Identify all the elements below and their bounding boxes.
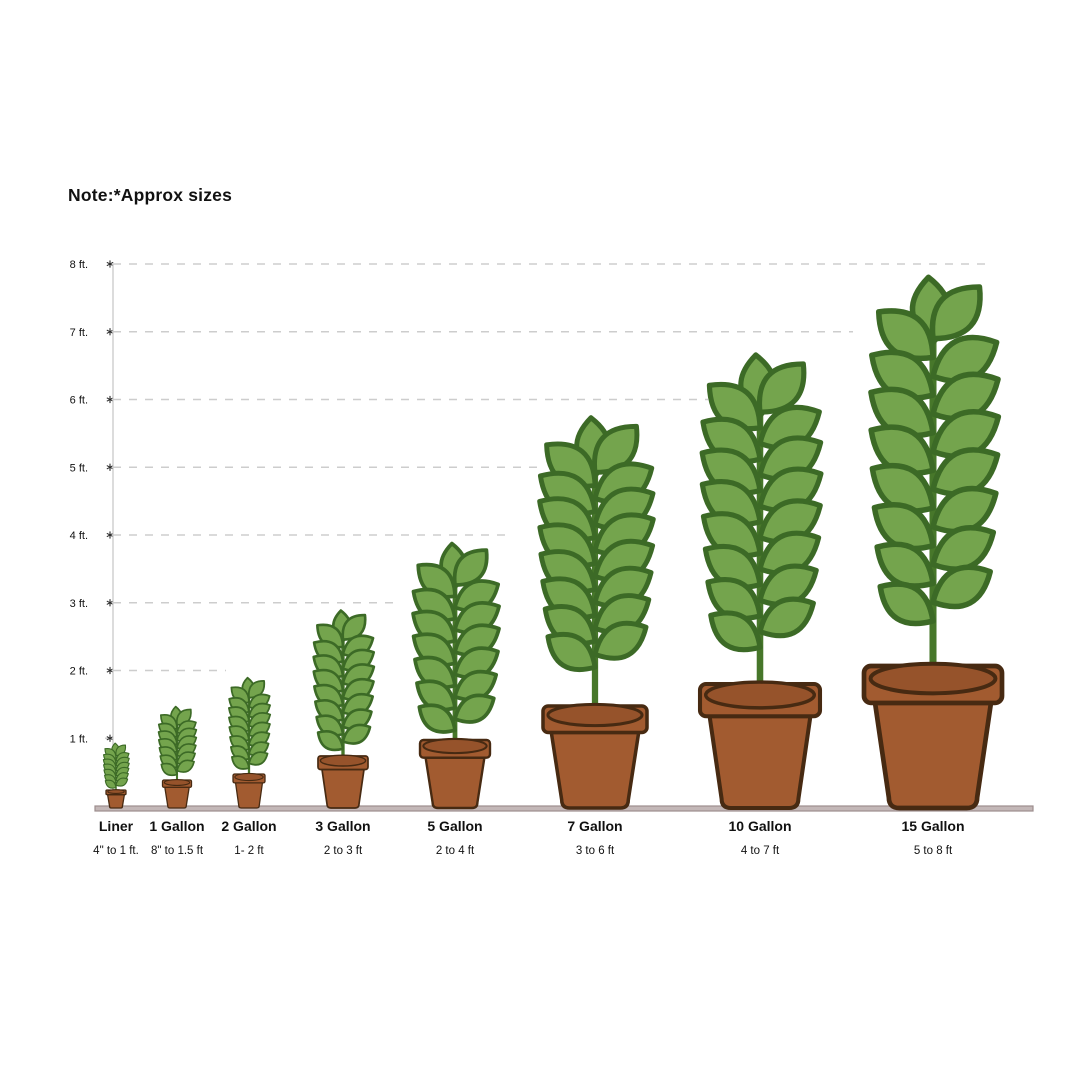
leaf — [176, 759, 195, 773]
leaf — [248, 751, 269, 766]
pot-body — [549, 730, 641, 810]
y-tick-mark-7ft — [106, 328, 114, 336]
pot-opening — [319, 754, 367, 767]
pot — [541, 702, 649, 810]
pot-body — [106, 794, 126, 809]
plant-1-gallon — [157, 705, 198, 809]
leaf — [929, 284, 983, 342]
category-label-10-gallon: 10 Gallon — [728, 818, 791, 834]
category-label-1-gallon: 1 Gallon — [149, 818, 204, 834]
pot-opening — [868, 661, 998, 696]
pot — [697, 680, 823, 811]
leaf — [417, 703, 457, 734]
y-tick-label-2ft: 2 ft. — [70, 666, 88, 678]
category-label-15-gallon: 15 Gallon — [901, 818, 964, 834]
y-tick-mark-8ft — [106, 260, 114, 268]
plant-2-gallon — [227, 676, 272, 809]
y-tick-label-5ft: 5 ft. — [70, 462, 88, 474]
plant-3-gallon — [312, 609, 376, 809]
plant-7-gallon — [537, 415, 656, 810]
category-label-liner: Liner — [99, 818, 134, 834]
y-tick-mark-5ft — [106, 463, 114, 471]
pot-opening — [107, 789, 125, 795]
y-tick-mark-6ft — [106, 395, 114, 404]
leaves — [537, 415, 656, 673]
leaf — [341, 723, 372, 745]
pot-body — [872, 700, 994, 811]
pot-body — [321, 768, 365, 809]
pot-body — [234, 782, 264, 809]
leaves — [411, 541, 501, 734]
plant-liner — [102, 742, 130, 809]
range-label-liner: 4" to 1 ft. — [93, 845, 139, 857]
range-label-7-gallon: 3 to 6 ft — [576, 845, 615, 857]
leaf — [115, 777, 129, 787]
leaf — [316, 730, 345, 752]
y-tick-mark-1ft — [106, 734, 114, 742]
leaves — [157, 705, 198, 777]
category-label-2-gallon: 2 Gallon — [221, 818, 276, 834]
y-tick-label-1ft: 1 ft. — [70, 733, 88, 745]
pot-body — [164, 786, 190, 809]
category-label-7-gallon: 7 Gallon — [567, 818, 622, 834]
plant-10-gallon — [697, 352, 824, 811]
pot — [161, 779, 193, 809]
range-label-2-gallon: 1- 2 ft — [234, 845, 264, 857]
range-label-10-gallon: 4 to 7 ft — [741, 845, 780, 857]
y-tick-label-6ft: 6 ft. — [70, 395, 88, 407]
y-tick-label-4ft: 4 ft. — [70, 530, 88, 542]
pot-opening — [546, 702, 644, 728]
leaf — [708, 610, 763, 653]
pot-body — [707, 714, 813, 811]
leaf — [592, 620, 649, 661]
note-approx-sizes: Note:*Approx sizes — [68, 185, 233, 205]
leaf — [230, 755, 250, 770]
leaf — [930, 564, 993, 610]
leaves — [102, 742, 130, 789]
leaves — [312, 609, 376, 752]
y-tick-mark-2ft — [106, 666, 114, 675]
plant-5-gallon — [411, 541, 501, 810]
y-tick-label-3ft: 3 ft. — [70, 598, 88, 610]
pot-opening — [703, 680, 817, 710]
y-tick-mark-3ft — [106, 599, 114, 607]
pot — [418, 737, 492, 810]
pot — [232, 772, 266, 809]
range-label-3-gallon: 2 to 3 ft — [324, 845, 363, 857]
leaf — [877, 581, 936, 627]
pot-opening — [422, 737, 488, 755]
leaf — [160, 762, 178, 777]
range-label-5-gallon: 2 to 4 ft — [436, 845, 475, 857]
category-label-3-gallon: 3 Gallon — [315, 818, 370, 834]
pot-opening — [234, 772, 264, 782]
category-label-5-gallon: 5 Gallon — [427, 818, 482, 834]
leaf — [104, 779, 117, 789]
leaves — [699, 352, 824, 653]
range-label-15-gallon: 5 to 8 ft — [914, 845, 953, 857]
pot — [861, 661, 1005, 811]
pot-body — [424, 756, 486, 810]
leaves — [868, 274, 1002, 627]
pot-opening — [163, 779, 191, 786]
y-tick-mark-4ft — [106, 531, 114, 539]
leaf — [757, 596, 816, 639]
pot — [105, 789, 127, 809]
leaf — [545, 631, 598, 673]
y-tick-label-7ft: 7 ft. — [70, 327, 88, 339]
y-tick-label-8ft: 8 ft. — [70, 259, 88, 271]
pot — [317, 754, 369, 809]
leaf — [453, 693, 496, 724]
plant-15-gallon — [861, 274, 1005, 811]
range-label-1-gallon: 8" to 1.5 ft — [151, 845, 204, 857]
leaves — [227, 676, 272, 770]
